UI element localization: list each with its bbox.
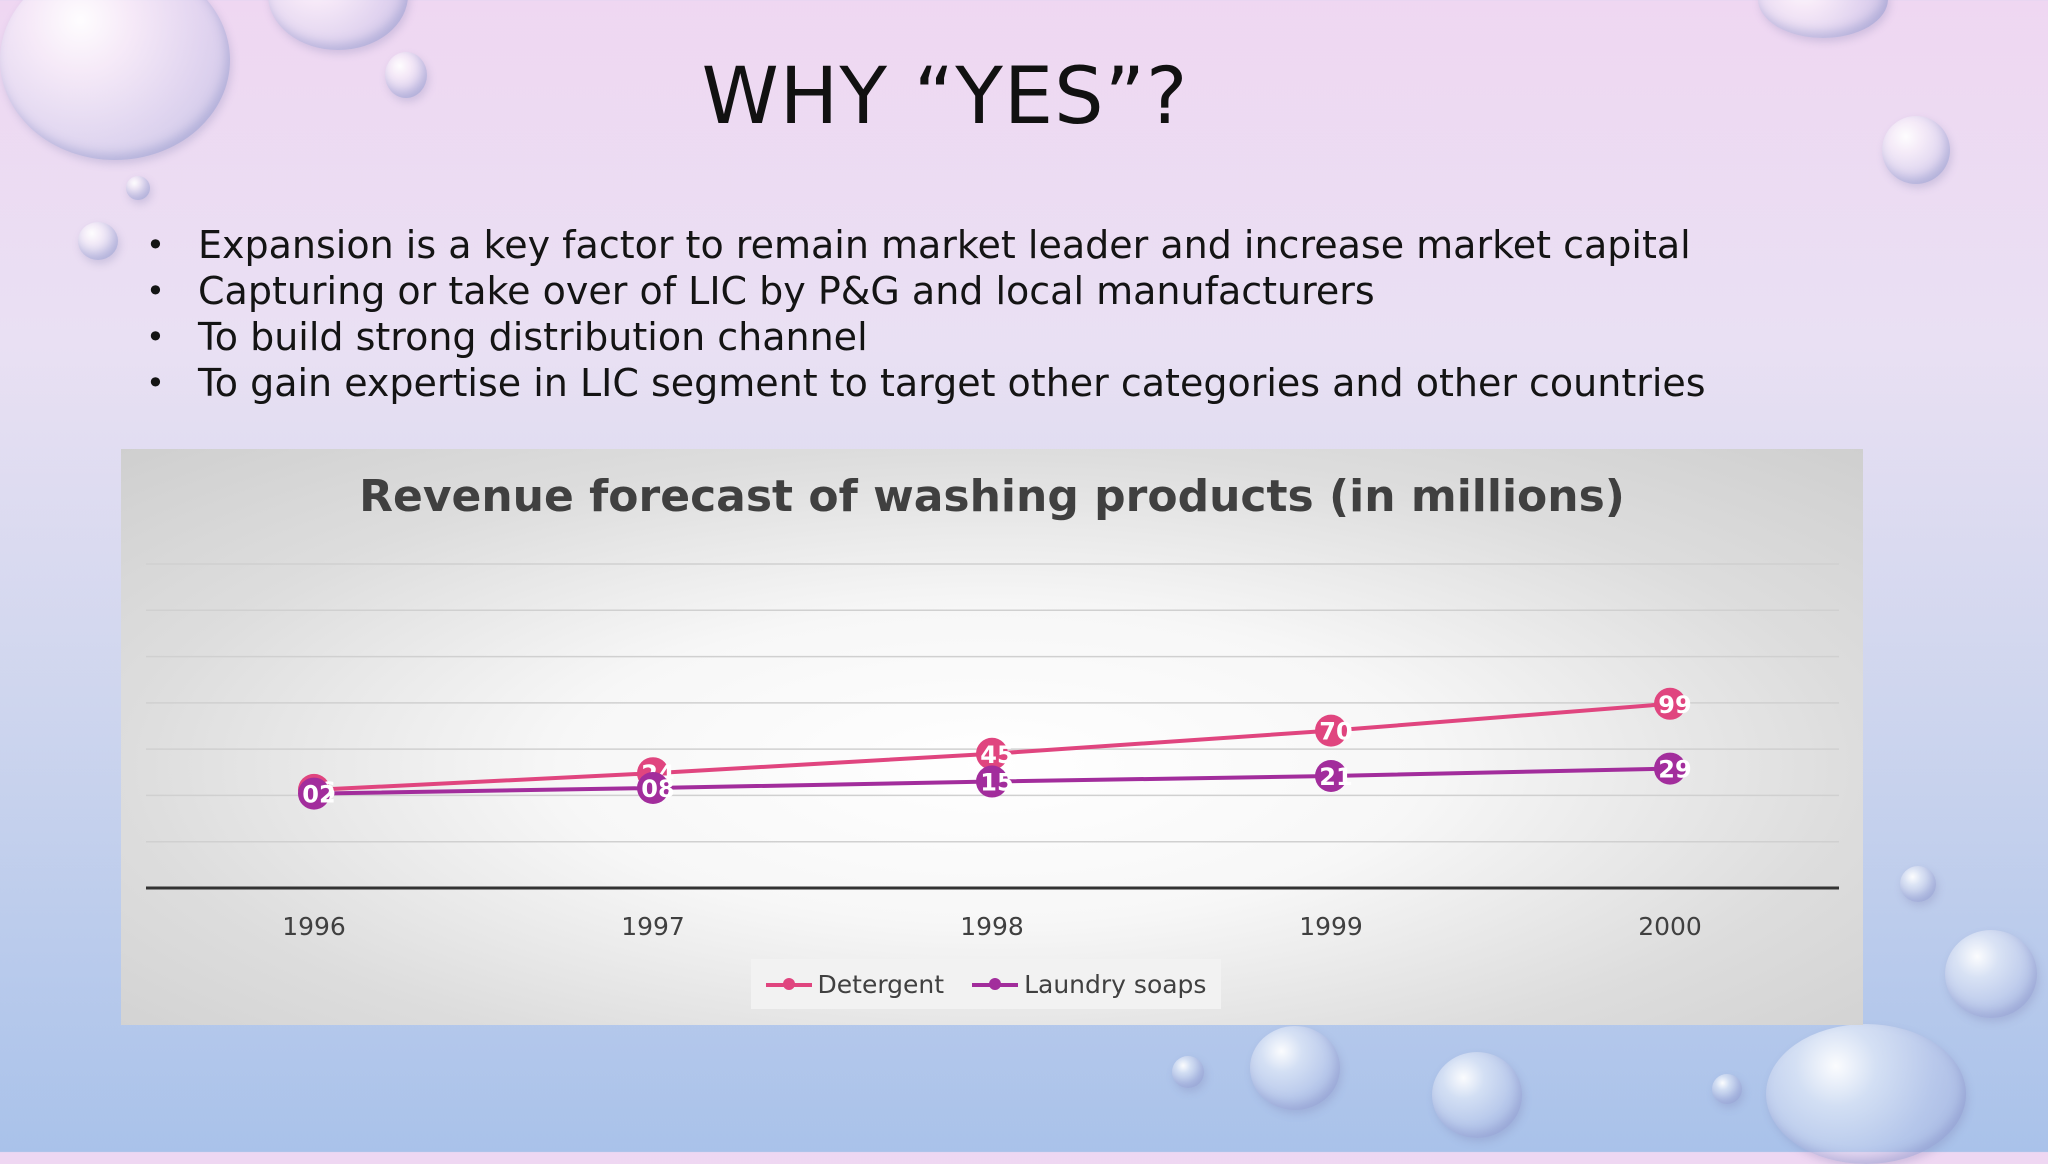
data-label: 15	[980, 769, 1013, 797]
water-drop-decoration	[1250, 1026, 1340, 1110]
data-point	[298, 777, 330, 810]
chart-title: Revenue forecast of washing products (in…	[359, 471, 1625, 522]
water-drop-decoration	[1712, 1074, 1742, 1104]
data-label: 45	[980, 741, 1013, 769]
bullet-item: To build strong distribution channel	[146, 314, 1706, 360]
data-point	[1315, 759, 1347, 792]
data-label: 70	[1319, 718, 1352, 746]
legend-swatch	[972, 974, 1019, 994]
data-point	[1315, 714, 1347, 747]
bullet-item: Capturing or take over of LIC by P&G and…	[146, 268, 1706, 314]
water-drop-decoration	[385, 52, 427, 98]
x-tick-label: 1996	[282, 912, 346, 941]
water-drop-decoration	[1172, 1056, 1204, 1088]
legend-entry-laundry-soaps: Laundry soaps	[972, 970, 1206, 999]
water-drop-decoration	[1432, 1052, 1522, 1138]
data-label: 21	[1319, 763, 1352, 791]
bullet-item: Expansion is a key factor to remain mark…	[146, 222, 1706, 268]
water-drop-decoration	[1758, 0, 1888, 38]
x-tick-label: 2000	[1638, 912, 1702, 941]
legend-swatch	[765, 974, 812, 994]
legend-label: Laundry soaps	[1024, 969, 1207, 999]
water-drop-decoration	[1766, 1024, 1966, 1164]
data-label: 08	[641, 775, 674, 803]
chart-panel: Revenue forecast of washing products (in…	[121, 449, 1863, 1025]
data-point	[976, 765, 1008, 798]
water-drop-decoration	[1900, 866, 1936, 902]
water-drop-decoration	[126, 176, 150, 200]
data-label: 99	[1658, 691, 1691, 719]
water-drop-decoration	[0, 0, 230, 160]
data-point	[1654, 687, 1686, 720]
x-tick-label: 1999	[1299, 912, 1363, 941]
legend-label: Detergent	[817, 969, 945, 999]
x-tick-label: 1997	[621, 912, 685, 941]
data-label: 02	[302, 781, 335, 809]
data-point	[1654, 752, 1686, 785]
x-tick-label: 1998	[960, 912, 1024, 941]
water-drop-decoration	[1945, 930, 2037, 1018]
legend-entry-detergent: Detergent	[765, 969, 945, 999]
data-point	[637, 772, 669, 805]
bullet-list: Expansion is a key factor to remain mark…	[146, 222, 1706, 406]
water-drop-decoration	[268, 0, 408, 50]
chart-legend: Detergent Laundry soaps	[751, 959, 1221, 1009]
data-point	[976, 737, 1008, 770]
water-drop-decoration	[78, 222, 118, 260]
data-label: 29	[1658, 756, 1691, 784]
water-drop-decoration	[1882, 116, 1950, 184]
line-chart: 1996199719981999200006244570990208152129	[146, 563, 1839, 941]
bullet-item: To gain expertise in LIC segment to targ…	[146, 360, 1706, 406]
slide-title: WHY “YES”?	[701, 52, 1189, 142]
